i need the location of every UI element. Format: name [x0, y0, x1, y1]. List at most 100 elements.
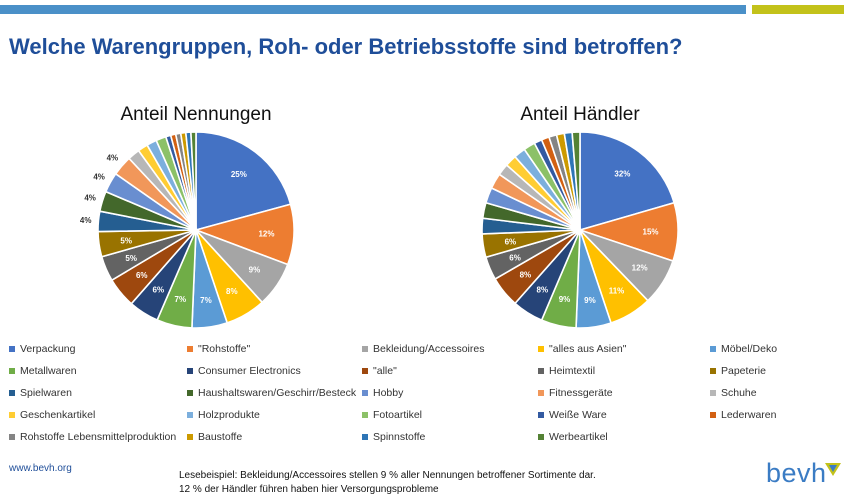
legend-swatch: [362, 346, 368, 352]
legend-item: Schuhe: [710, 387, 757, 399]
legend-item: Geschenkartikel: [9, 409, 95, 421]
legend-swatch: [187, 368, 193, 374]
legend-label: Weiße Ware: [549, 409, 607, 421]
legend-item: Spinnstoffe: [362, 431, 425, 443]
legend-item: Spielwaren: [9, 387, 72, 399]
pie-slice: [190, 131, 197, 231]
legend-item: "Rohstoffe": [187, 343, 250, 355]
pie-data-label: 9%: [249, 266, 261, 275]
pie-data-label: 12%: [258, 229, 274, 238]
legend-label: "Rohstoffe": [198, 343, 251, 355]
legend-item: Rohstoffe Lebensmittelproduktion: [9, 431, 176, 443]
legend-label: Fitnessgeräte: [549, 387, 613, 399]
legend-label: Möbel/Deko: [721, 343, 778, 355]
logo-arrow-icon: [825, 463, 841, 476]
reading-example-line1: Lesebeispiel: Bekleidung/Accessoires ste…: [179, 470, 596, 481]
legend-item: "alle": [362, 365, 397, 377]
legend-item: Baustoffe: [187, 431, 242, 443]
pie-data-label: 4%: [84, 194, 96, 203]
legend-swatch: [9, 412, 15, 418]
pie-data-label: 8%: [226, 287, 238, 296]
pie-data-label: 7%: [175, 295, 187, 304]
legend-label: Haushaltswaren/Geschirr/Besteck: [198, 387, 357, 399]
legend-label: Spielwaren: [20, 387, 72, 399]
legend-swatch: [187, 412, 193, 418]
legend-item: Hobby: [362, 387, 403, 399]
pie-data-label: 15%: [643, 227, 659, 236]
page-title: Welche Warengruppen, Roh- oder Betriebss…: [9, 34, 683, 59]
pie-data-label: 12%: [632, 264, 648, 273]
legend-label: Geschenkartikel: [20, 409, 96, 421]
pie-data-label: 4%: [93, 172, 105, 181]
pie-data-label: 25%: [231, 170, 247, 179]
bevh-logo: bevh: [766, 458, 827, 488]
pie-data-label: 5%: [125, 254, 137, 263]
legend-label: Fotoartikel: [373, 409, 423, 421]
legend-item: Holzprodukte: [187, 409, 260, 421]
legend-swatch: [710, 368, 716, 374]
legend-swatch: [538, 390, 544, 396]
legend-label: Consumer Electronics: [198, 365, 301, 377]
legend: Verpackung "Rohstoffe" Bekleidung/Accessoi…: [0, 343, 850, 455]
pie-data-label: 8%: [537, 286, 549, 295]
reading-example: Lesebeispiel: Bekleidung/Accessoires ste…: [179, 469, 596, 497]
chart-title-haendler: Anteil Händler: [520, 104, 640, 125]
pie-data-label: 5%: [120, 236, 132, 245]
legend-swatch: [187, 346, 193, 352]
legend-label: Werbeartikel: [549, 431, 608, 443]
legend-label: Papeterie: [721, 365, 766, 377]
legend-swatch: [362, 412, 368, 418]
pie-slice: [571, 131, 581, 231]
legend-swatch: [538, 434, 544, 440]
legend-label: "alle": [373, 365, 397, 377]
legend-label: Metallwaren: [20, 365, 77, 377]
pie-data-label: 6%: [153, 286, 165, 295]
legend-swatch: [9, 434, 15, 440]
legend-item: Fitnessgeräte: [538, 387, 613, 399]
legend-swatch: [538, 346, 544, 352]
header-accent-bar-lime: [752, 5, 844, 14]
pie-data-label: 9%: [584, 296, 596, 305]
legend-swatch: [187, 390, 193, 396]
legend-swatch: [538, 368, 544, 374]
legend-item: Verpackung: [9, 343, 75, 355]
legend-item: Weiße Ware: [538, 409, 607, 421]
pie-charts: 25% 12% 9% 8% 7% 7% 6% 6% 5% 5% 4% 4% 4% 4% 32% 15% 12% 1…: [80, 131, 679, 329]
legend-item: Metallwaren: [9, 365, 77, 377]
header-accent-bar-blue: [0, 5, 746, 14]
pie-slice: [195, 131, 292, 232]
pie-data-label: 32%: [614, 170, 630, 179]
legend-item: Consumer Electronics: [187, 365, 301, 377]
legend-label: Verpackung: [20, 343, 76, 355]
legend-label: Holzprodukte: [198, 409, 260, 421]
legend-item: Möbel/Deko: [710, 343, 777, 355]
legend-swatch: [362, 368, 368, 374]
legend-swatch: [710, 346, 716, 352]
chart-title-nennungen: Anteil Nennungen: [120, 104, 272, 125]
legend-item: Werbeartikel: [538, 431, 608, 443]
legend-label: Spinnstoffe: [373, 431, 426, 443]
legend-swatch: [187, 434, 193, 440]
legend-swatch: [9, 346, 15, 352]
legend-swatch: [9, 368, 15, 374]
legend-swatch: [538, 412, 544, 418]
pie-data-label: 11%: [609, 286, 625, 295]
legend-label: Schuhe: [721, 387, 757, 399]
pie-data-label: 7%: [200, 296, 212, 305]
legend-label: Baustoffe: [198, 431, 243, 443]
legend-label: Heimtextil: [549, 365, 596, 377]
legend-label: "alles aus Asien": [549, 343, 627, 355]
legend-item: Heimtextil: [538, 365, 595, 377]
legend-label: Hobby: [373, 387, 404, 399]
footer-url[interactable]: www.bevh.org: [9, 463, 72, 474]
pie-data-label: 9%: [559, 295, 571, 304]
legend-swatch: [710, 412, 716, 418]
pie-slice: [579, 131, 676, 232]
pie-data-label: 6%: [136, 271, 148, 280]
legend-item: Fotoartikel: [362, 409, 422, 421]
legend-label: Lederwaren: [721, 409, 777, 421]
pie-data-label: 6%: [505, 237, 517, 246]
reading-example-line2: 12 % der Händler führen haben hier Verso…: [179, 484, 439, 495]
legend-swatch: [362, 434, 368, 440]
pie-data-label: 8%: [520, 271, 532, 280]
